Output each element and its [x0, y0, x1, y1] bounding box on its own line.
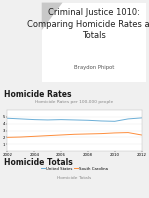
- Text: Homicide Rates per 100,000 people: Homicide Rates per 100,000 people: [35, 100, 114, 104]
- Text: Homicide Rates: Homicide Rates: [4, 89, 72, 99]
- Polygon shape: [42, 3, 63, 30]
- Text: Criminal Justice 1010:
Comparing Homicide Rates and
Totals: Criminal Justice 1010: Comparing Homicid…: [27, 8, 149, 40]
- Text: Braydon Phipot: Braydon Phipot: [74, 65, 114, 70]
- Text: Homicide Totals: Homicide Totals: [57, 176, 92, 180]
- FancyBboxPatch shape: [42, 3, 146, 82]
- Text: Homicide Totals: Homicide Totals: [4, 158, 73, 167]
